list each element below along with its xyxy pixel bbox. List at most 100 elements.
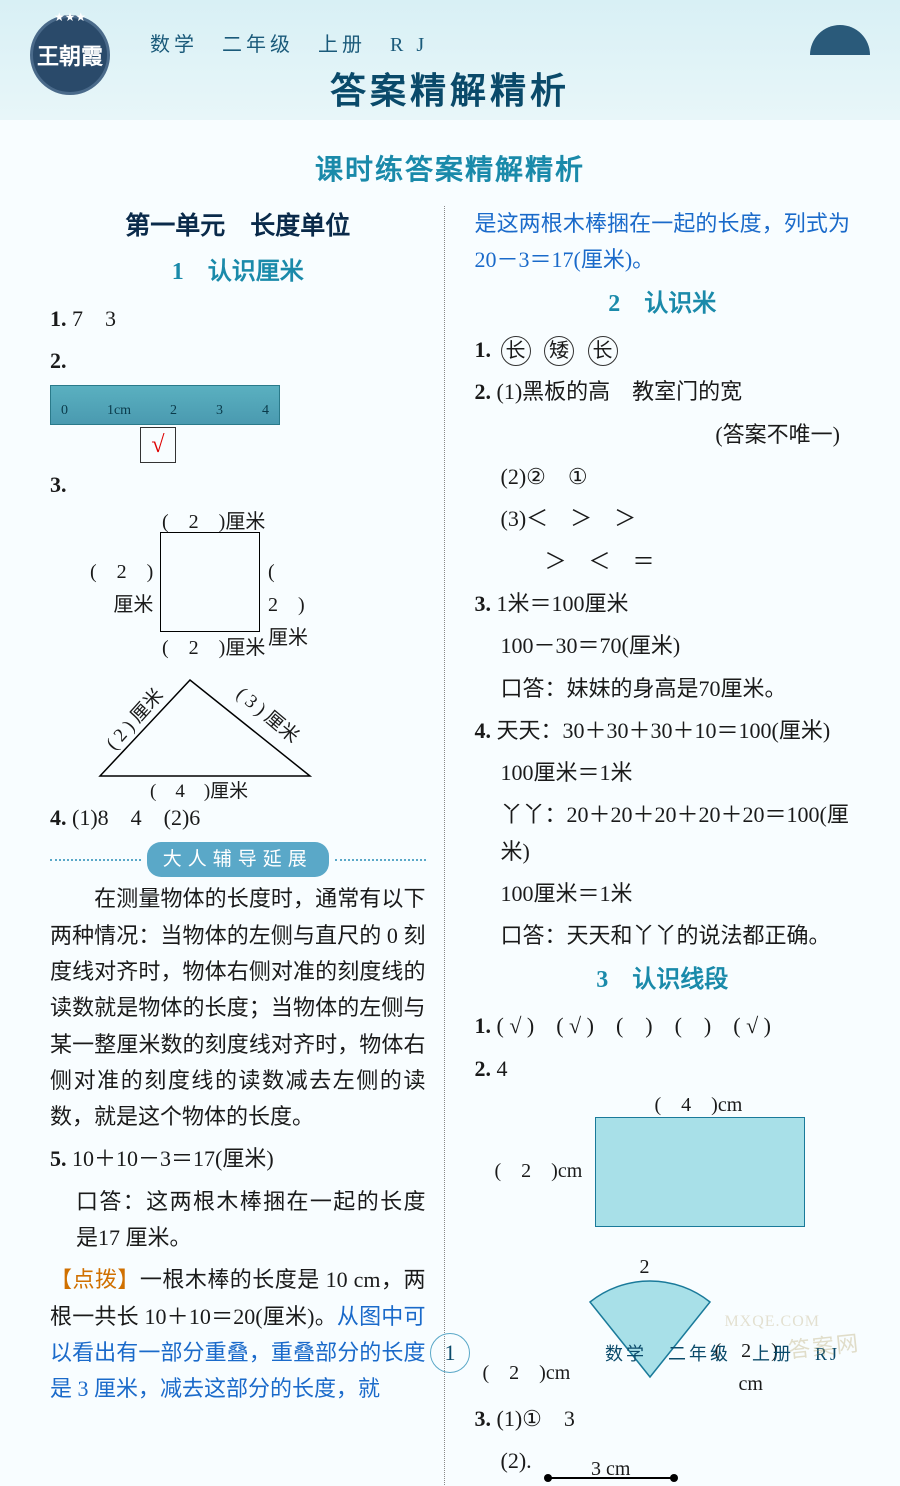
- logo-badge: ★★★ 王朝霞: [30, 15, 110, 95]
- guide-paragraph: 在测量物体的长度时，通常有以下两种情况：当物体的左侧与直尺的 0 刻度线对齐时，…: [50, 881, 426, 1135]
- r4-number: 4.: [475, 718, 492, 743]
- rect-left-label: ( 2 )cm: [495, 1155, 583, 1188]
- q2: 2.: [50, 343, 426, 379]
- subsection-title: 课时练答案精解精析: [0, 148, 900, 188]
- tick-0: 0: [61, 399, 68, 422]
- q3-number: 3.: [50, 472, 67, 497]
- star-icon: ★★★: [54, 10, 86, 25]
- r2-note: (答案不唯一): [475, 417, 851, 453]
- logo-text: 王朝霞: [37, 39, 103, 71]
- s1-number: 1.: [475, 1013, 492, 1038]
- r4a: 天天：30＋30＋30＋10＝100(厘米): [497, 718, 831, 743]
- r2-number: 2.: [475, 379, 492, 404]
- triangle-diagram: ( 2 ) 厘米 ( 3 ) 厘米 ( 4 )厘米: [80, 668, 340, 798]
- q1-value: 7 3: [72, 306, 116, 331]
- guide-pill: 大人辅导延展: [147, 842, 329, 877]
- r3b: 100－30＝70(厘米): [475, 628, 851, 664]
- sq-left-num: ( 2 ): [90, 561, 153, 583]
- tick-3: 3: [216, 399, 223, 422]
- s3a: (1)① 3: [497, 1406, 575, 1431]
- r2d: ＞ ＜ ＝: [475, 544, 851, 580]
- tip-label: 【点拨】: [50, 1267, 140, 1292]
- fan-diagram: 2 ( 2 )cm ( 2 ) cm: [475, 1247, 825, 1397]
- square-right-label: ( 2 ) 厘米: [268, 556, 330, 655]
- q4-number: 4.: [50, 805, 67, 830]
- fan-right-unit: cm: [715, 1373, 763, 1395]
- s2-number: 2.: [475, 1056, 492, 1081]
- page-footer: 1 数学 二年级 上册 RJ: [0, 1333, 900, 1373]
- square-top-label: ( 2 )厘米: [162, 506, 265, 539]
- continuation: 是这两根木棒捆在一起的长度，列式为 20－3＝17(厘米)。: [475, 206, 851, 279]
- r2c: (3)＜ ＞ ＞: [475, 501, 851, 537]
- segment-label: 3 cm: [591, 1453, 630, 1486]
- tick-2: 2: [170, 399, 177, 422]
- ruler-diagram: 0 1cm 2 3 4: [50, 385, 280, 425]
- brand-logo: ★★★ 王朝霞: [30, 15, 130, 105]
- q1-number: 1.: [50, 306, 67, 331]
- sun-icon: [810, 25, 870, 55]
- right-column: 是这两根木棒捆在一起的长度，列式为 20－3＝17(厘米)。 2 认识米 1. …: [465, 206, 851, 1485]
- r1-number: 1.: [475, 337, 492, 362]
- section-title-2: 2 认识米: [475, 285, 851, 325]
- s1: 1. ( √ ) ( √ ) ( ) ( ) ( √ ): [475, 1008, 851, 1044]
- square-shape: [160, 532, 260, 632]
- q1: 1. 7 3: [50, 301, 426, 337]
- r4c: 丫丫：20＋20＋20＋20＋20＝100(厘米): [475, 797, 851, 870]
- guide-divider: 大人辅导延展: [50, 842, 426, 877]
- page-header: ★★★ 王朝霞 数学 二年级 上册 R J 答案精解精析: [0, 0, 900, 120]
- fan-top-label: 2: [640, 1251, 650, 1284]
- q3: 3.: [50, 467, 426, 503]
- tick-1: 1cm: [107, 399, 131, 422]
- q5-answer: 口答：这两根木棒捆在一起的长度是17 厘米。: [50, 1184, 426, 1257]
- r4d: 100厘米＝1米: [475, 876, 851, 912]
- r2b: (2)② ①: [475, 459, 851, 495]
- section-title-3: 3 认识线段: [475, 961, 851, 1001]
- square-left-label: ( 2 ) 厘米: [90, 556, 153, 622]
- header-meta: 数学 二年级 上册 R J: [150, 28, 428, 57]
- r4e: 口答：天天和丫丫的说法都正确。: [475, 918, 851, 954]
- s2: 2. 4: [475, 1051, 851, 1087]
- r3-line1: 3. 1米＝100厘米: [475, 586, 851, 622]
- q2-number: 2.: [50, 348, 67, 373]
- page-number: 1: [430, 1333, 470, 1373]
- ruler-ticks: 0 1cm 2 3 4: [61, 399, 269, 422]
- square-bottom-label: ( 2 )厘米: [162, 632, 265, 665]
- rectangle-shape: [595, 1117, 805, 1227]
- r1: 1. 长 矮 长: [475, 332, 851, 368]
- s3-line2: (2). 3 cm: [475, 1443, 851, 1479]
- q5-line1: 5. 10＋10－3＝17(厘米): [50, 1141, 426, 1177]
- sq-left-unit: 厘米: [90, 589, 153, 622]
- sq-right-unit: 厘米: [268, 622, 330, 655]
- dots-left: [50, 859, 141, 861]
- q5-number: 5.: [50, 1146, 67, 1171]
- left-column: 第一单元 长度单位 1 认识厘米 1. 7 3 2. 0 1cm 2 3 4 √…: [50, 206, 445, 1485]
- r4-line1: 4. 天天：30＋30＋30＋10＝100(厘米): [475, 713, 851, 749]
- section-title-1: 1 认识厘米: [50, 253, 426, 293]
- tri-bottom-label: ( 4 )厘米: [150, 776, 248, 807]
- s3-line1: 3. (1)① 3: [475, 1401, 851, 1437]
- content-columns: 第一单元 长度单位 1 认识厘米 1. 7 3 2. 0 1cm 2 3 4 √…: [0, 206, 900, 1485]
- check-mark-icon: √: [151, 426, 164, 466]
- footer-meta: 数学 二年级 上册 RJ: [605, 1340, 840, 1366]
- square-diagram: ( 2 )厘米 ( 2 )厘米 ( 2 ) 厘米 ( 2 ) 厘米: [90, 512, 330, 662]
- q4-value: (1)8 4 (2)6: [72, 805, 200, 830]
- rectangle-diagram: ( 4 )cm ( 2 )cm: [495, 1093, 835, 1243]
- dots-right: [335, 859, 426, 861]
- sq-right-num: ( 2 ): [268, 561, 305, 616]
- s1-value: ( √ ) ( √ ) ( ) ( ) ( √ ): [497, 1013, 772, 1038]
- circle-b: 矮: [544, 336, 574, 366]
- r3c: 口答：妹妹的身高是70厘米。: [475, 671, 851, 707]
- r3-number: 3.: [475, 591, 492, 616]
- q5-expr: 10＋10－3＝17(厘米): [72, 1146, 274, 1171]
- checkbox: √: [140, 427, 176, 463]
- r2-line1: 2. (1)黑板的高 教室门的宽: [475, 374, 851, 410]
- tick-4: 4: [262, 399, 269, 422]
- line-segment: 3 cm: [546, 1477, 676, 1479]
- s2-value: 4: [497, 1056, 508, 1081]
- r2a: (1)黑板的高 教室门的宽: [497, 379, 743, 404]
- page-title: 答案精解精析: [330, 62, 570, 114]
- r3a: 1米＝100厘米: [497, 591, 629, 616]
- s3-number: 3.: [475, 1406, 492, 1431]
- r4b: 100厘米＝1米: [475, 755, 851, 791]
- circle-a: 长: [501, 336, 531, 366]
